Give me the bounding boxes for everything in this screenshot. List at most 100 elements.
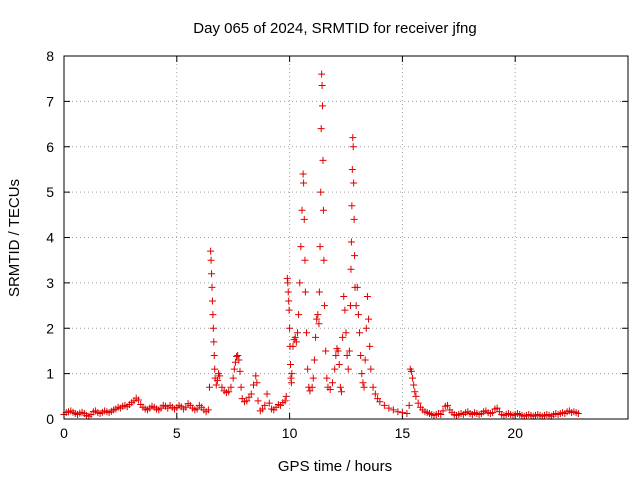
data-point <box>233 352 241 360</box>
y-tick-label: 5 <box>46 184 54 200</box>
data-point <box>371 390 379 398</box>
data-point <box>444 401 452 409</box>
data-point <box>300 179 308 187</box>
data-point <box>318 81 326 89</box>
data-point <box>306 387 314 395</box>
data-point <box>342 329 350 337</box>
y-tick-label: 1 <box>46 366 54 382</box>
y-tick-label: 8 <box>46 48 54 64</box>
data-point <box>366 342 374 350</box>
data-point <box>398 409 406 417</box>
data-point <box>213 376 221 384</box>
data-point <box>349 143 357 151</box>
data-point <box>320 256 328 264</box>
data-point <box>210 351 218 359</box>
data-point <box>207 247 215 255</box>
data-point <box>410 381 418 389</box>
data-point <box>285 297 293 305</box>
data-point <box>285 306 293 314</box>
data-point <box>367 365 375 373</box>
data-point <box>281 397 289 405</box>
data-point <box>334 347 342 355</box>
y-tick-label: 7 <box>46 93 54 109</box>
data-point <box>237 383 245 391</box>
data-point <box>340 292 348 300</box>
data-point <box>339 333 347 341</box>
data-point <box>208 283 216 291</box>
data-point <box>230 365 238 373</box>
data-point <box>182 403 190 411</box>
data-point <box>227 383 235 391</box>
data-point <box>312 333 320 341</box>
chart-title: Day 065 of 2024, SRMTID for receiver jfn… <box>193 20 476 37</box>
data-point <box>439 407 447 415</box>
data-point <box>315 320 323 328</box>
data-point <box>310 356 318 364</box>
data-point <box>300 215 308 223</box>
data-point <box>235 356 243 364</box>
data-point <box>243 397 251 405</box>
data-point <box>308 383 316 391</box>
data-point <box>363 292 371 300</box>
data-point <box>284 288 292 296</box>
data-point <box>313 315 321 323</box>
x-tick-label: 20 <box>507 425 523 441</box>
data-point <box>229 374 237 382</box>
data-point <box>365 315 373 323</box>
data-point <box>348 165 356 173</box>
data-point <box>287 379 295 387</box>
data-point <box>332 351 340 359</box>
plot-frame <box>63 55 629 420</box>
data-point <box>254 397 262 405</box>
grid-layer <box>64 56 628 419</box>
data-point <box>207 256 215 264</box>
data-point <box>301 288 309 296</box>
data-point <box>343 351 351 359</box>
data-point <box>323 374 331 382</box>
data-point <box>407 367 415 375</box>
data-point <box>209 324 217 332</box>
data-point <box>322 347 330 355</box>
data-point <box>286 324 294 332</box>
data-point <box>293 329 301 337</box>
x-tick-label: 5 <box>173 425 181 441</box>
data-point <box>298 206 306 214</box>
data-point <box>265 399 273 407</box>
data-point <box>208 297 216 305</box>
y-tick-label: 3 <box>46 275 54 291</box>
data-point <box>284 279 292 287</box>
data-point <box>328 379 336 387</box>
data-point <box>204 406 212 414</box>
data-point <box>331 365 339 373</box>
data-point <box>206 383 214 391</box>
data-point <box>212 381 220 389</box>
data-point <box>356 329 364 337</box>
data-point <box>412 392 420 400</box>
data-point <box>358 370 366 378</box>
data-point <box>357 351 365 359</box>
data-point <box>292 338 300 346</box>
data-point <box>493 404 501 412</box>
data-point <box>309 374 317 382</box>
data-point <box>385 404 393 412</box>
data-point <box>376 398 384 406</box>
data-point <box>210 338 218 346</box>
data-points <box>60 70 582 420</box>
data-point <box>314 311 322 319</box>
data-point <box>289 342 297 350</box>
data-point <box>347 238 355 246</box>
data-point <box>252 372 260 380</box>
data-point <box>295 311 303 319</box>
y-axis-label: SRMTID / TECUs <box>6 179 23 297</box>
data-point <box>301 256 309 264</box>
data-point <box>321 302 329 310</box>
data-point <box>352 302 360 310</box>
data-point <box>216 372 224 380</box>
data-point <box>287 361 295 369</box>
data-point <box>303 329 311 337</box>
data-point <box>319 102 327 110</box>
data-point <box>345 347 353 355</box>
data-point <box>326 386 334 394</box>
data-point <box>362 324 370 332</box>
data-point <box>349 134 357 142</box>
